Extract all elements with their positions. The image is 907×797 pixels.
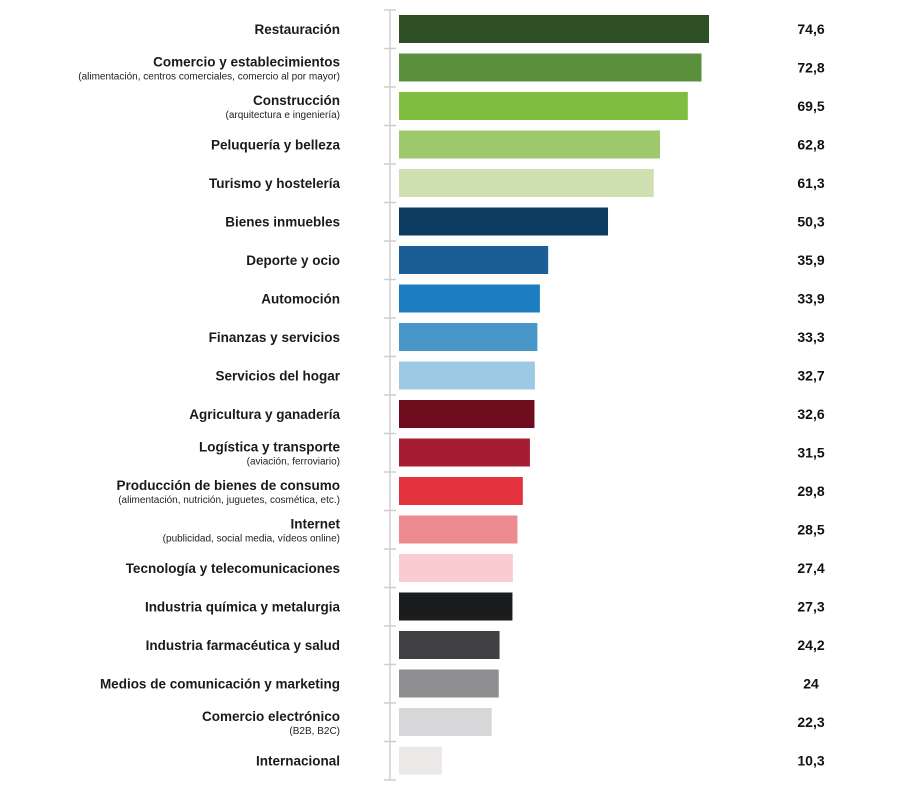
category-sublabel: (arquitectura e ingeniería) [225,110,340,121]
bar [399,438,530,467]
value-label: 10,3 [797,753,824,769]
category-sublabel: (aviación, ferroviario) [247,457,340,468]
value-label: 24 [803,676,819,692]
value-label: 24,2 [797,637,824,653]
category-label: Tecnología y telecomunicaciones [126,561,340,576]
value-label: 32,7 [797,368,824,384]
category-label: Comercio electrónico [202,709,340,724]
category-sublabel: (B2B, B2C) [289,726,340,737]
category-label: Bienes inmuebles [225,215,340,230]
value-label: 72,8 [797,60,824,76]
category-label: Turismo y hostelería [209,176,341,191]
bar [399,246,549,274]
category-label: Medios de comunicación y marketing [100,677,340,692]
category-label: Industria química y metalurgia [145,600,341,615]
value-label: 33,3 [797,329,824,345]
bar [399,53,702,82]
bar [399,477,523,505]
category-label: Deporte y ocio [246,253,340,268]
category-label: Restauración [254,22,340,37]
category-sublabel: (alimentación, centros comerciales, come… [78,72,340,83]
category-label: Finanzas y servicios [209,330,340,345]
bar [399,169,654,197]
value-label: 74,6 [797,21,824,37]
bar [399,361,535,390]
category-label: Comercio y establecimientos [153,55,340,70]
bar [399,669,499,698]
bar [399,207,609,236]
value-label: 22,3 [797,714,824,730]
bar [399,92,688,120]
category-label: Industria farmacéutica y salud [146,638,340,653]
bar [399,323,538,351]
category-sublabel: (publicidad, social media, vídeos online… [163,534,340,545]
category-label: Agricultura y ganadería [189,407,340,422]
category-label: Internacional [256,754,340,769]
bar [399,15,709,43]
value-label: 27,4 [797,560,824,576]
bar [399,554,513,582]
bar [399,130,660,159]
category-label: Automoción [261,292,340,307]
value-label: 69,5 [797,98,824,114]
bar [399,631,500,659]
category-label: Servicios del hogar [215,369,340,384]
bar [399,746,442,775]
bar [399,592,513,621]
bar [399,400,535,428]
category-label: Construcción [253,93,340,108]
bar [399,515,518,544]
value-label: 50,3 [797,214,824,230]
value-label: 62,8 [797,137,824,153]
category-sublabel: (alimentación, nutrición, juguetes, cosm… [118,495,340,506]
value-label: 31,5 [797,445,824,461]
category-label: Logística y transporte [199,440,341,455]
value-label: 35,9 [797,252,824,268]
category-label: Producción de bienes de consumo [116,478,340,493]
value-label: 33,9 [797,291,824,307]
value-label: 29,8 [797,483,824,499]
value-label: 61,3 [797,175,824,191]
bar [399,708,492,736]
value-label: 28,5 [797,522,824,538]
value-label: 27,3 [797,599,824,615]
category-label: Peluquería y belleza [211,138,341,153]
bar [399,284,540,313]
value-label: 32,6 [797,406,824,422]
category-label: Internet [290,517,340,532]
